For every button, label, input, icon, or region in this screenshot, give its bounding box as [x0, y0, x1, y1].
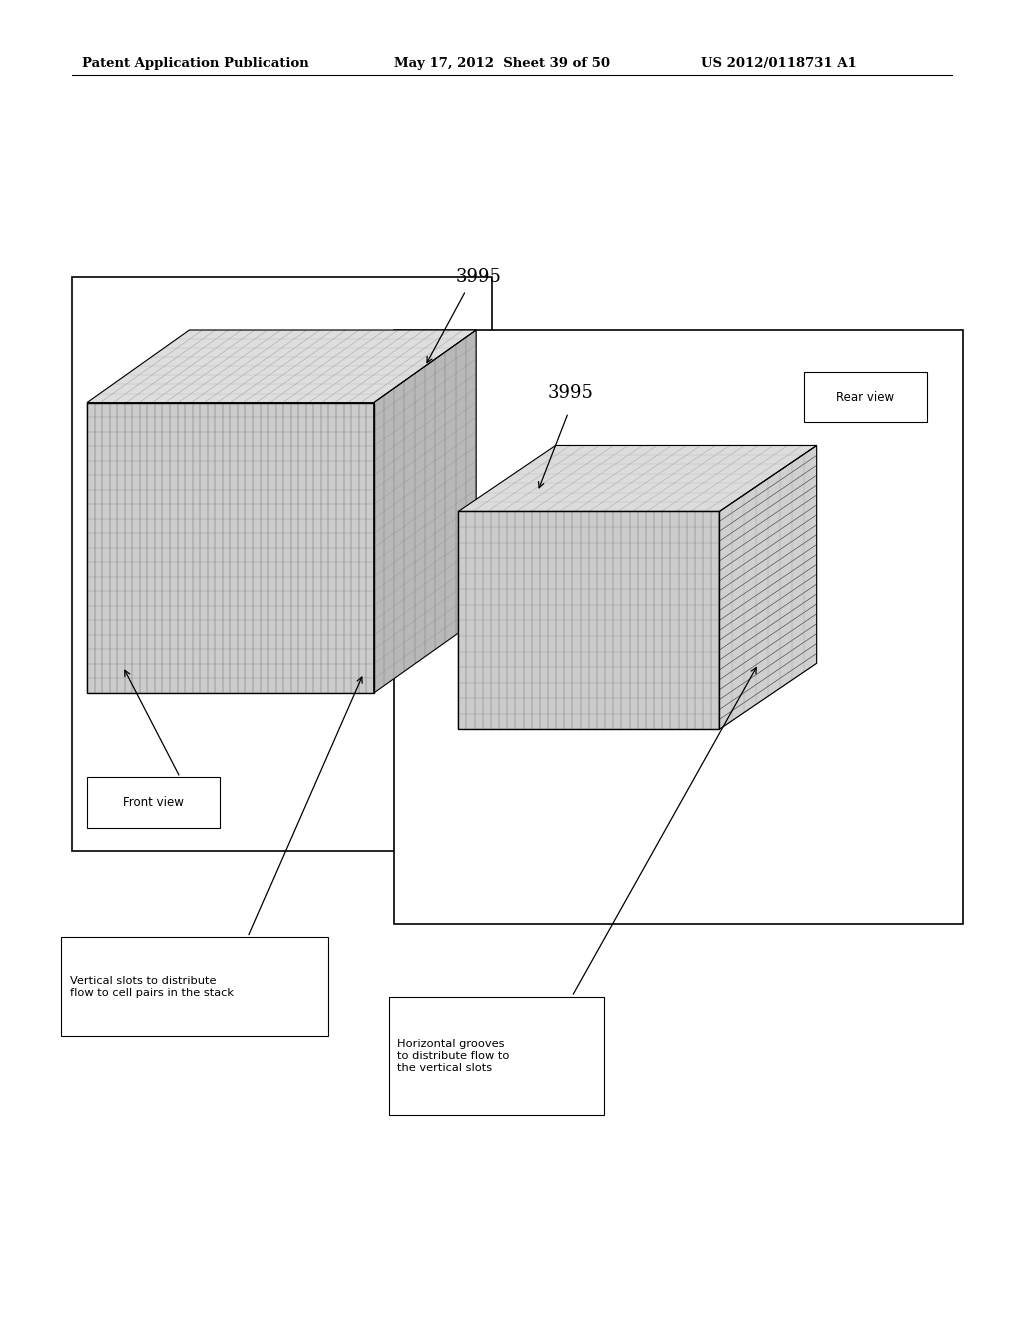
Bar [87, 777, 220, 828]
Polygon shape [458, 445, 816, 511]
Text: US 2012/0118731 A1: US 2012/0118731 A1 [701, 57, 857, 70]
Polygon shape [87, 403, 374, 693]
Polygon shape [719, 445, 816, 729]
Text: 3995: 3995 [548, 384, 594, 401]
Text: May 17, 2012  Sheet 39 of 50: May 17, 2012 Sheet 39 of 50 [394, 57, 610, 70]
Polygon shape [87, 330, 476, 403]
Bar [394, 330, 963, 924]
Bar [61, 937, 328, 1036]
Bar [389, 997, 604, 1115]
Text: Rear view: Rear view [837, 391, 894, 404]
Text: Vertical slots to distribute
flow to cell pairs in the stack: Vertical slots to distribute flow to cel… [70, 975, 233, 998]
Text: Patent Application Publication: Patent Application Publication [82, 57, 308, 70]
Text: 3995: 3995 [456, 268, 502, 286]
Bar [804, 372, 927, 422]
Polygon shape [458, 511, 719, 729]
Text: Front view: Front view [123, 796, 184, 809]
Text: Horizontal grooves
to distribute flow to
the vertical slots: Horizontal grooves to distribute flow to… [397, 1039, 510, 1073]
Bar [72, 277, 492, 851]
Polygon shape [374, 330, 476, 693]
Text: FIG. 39: FIG. 39 [469, 1074, 555, 1096]
